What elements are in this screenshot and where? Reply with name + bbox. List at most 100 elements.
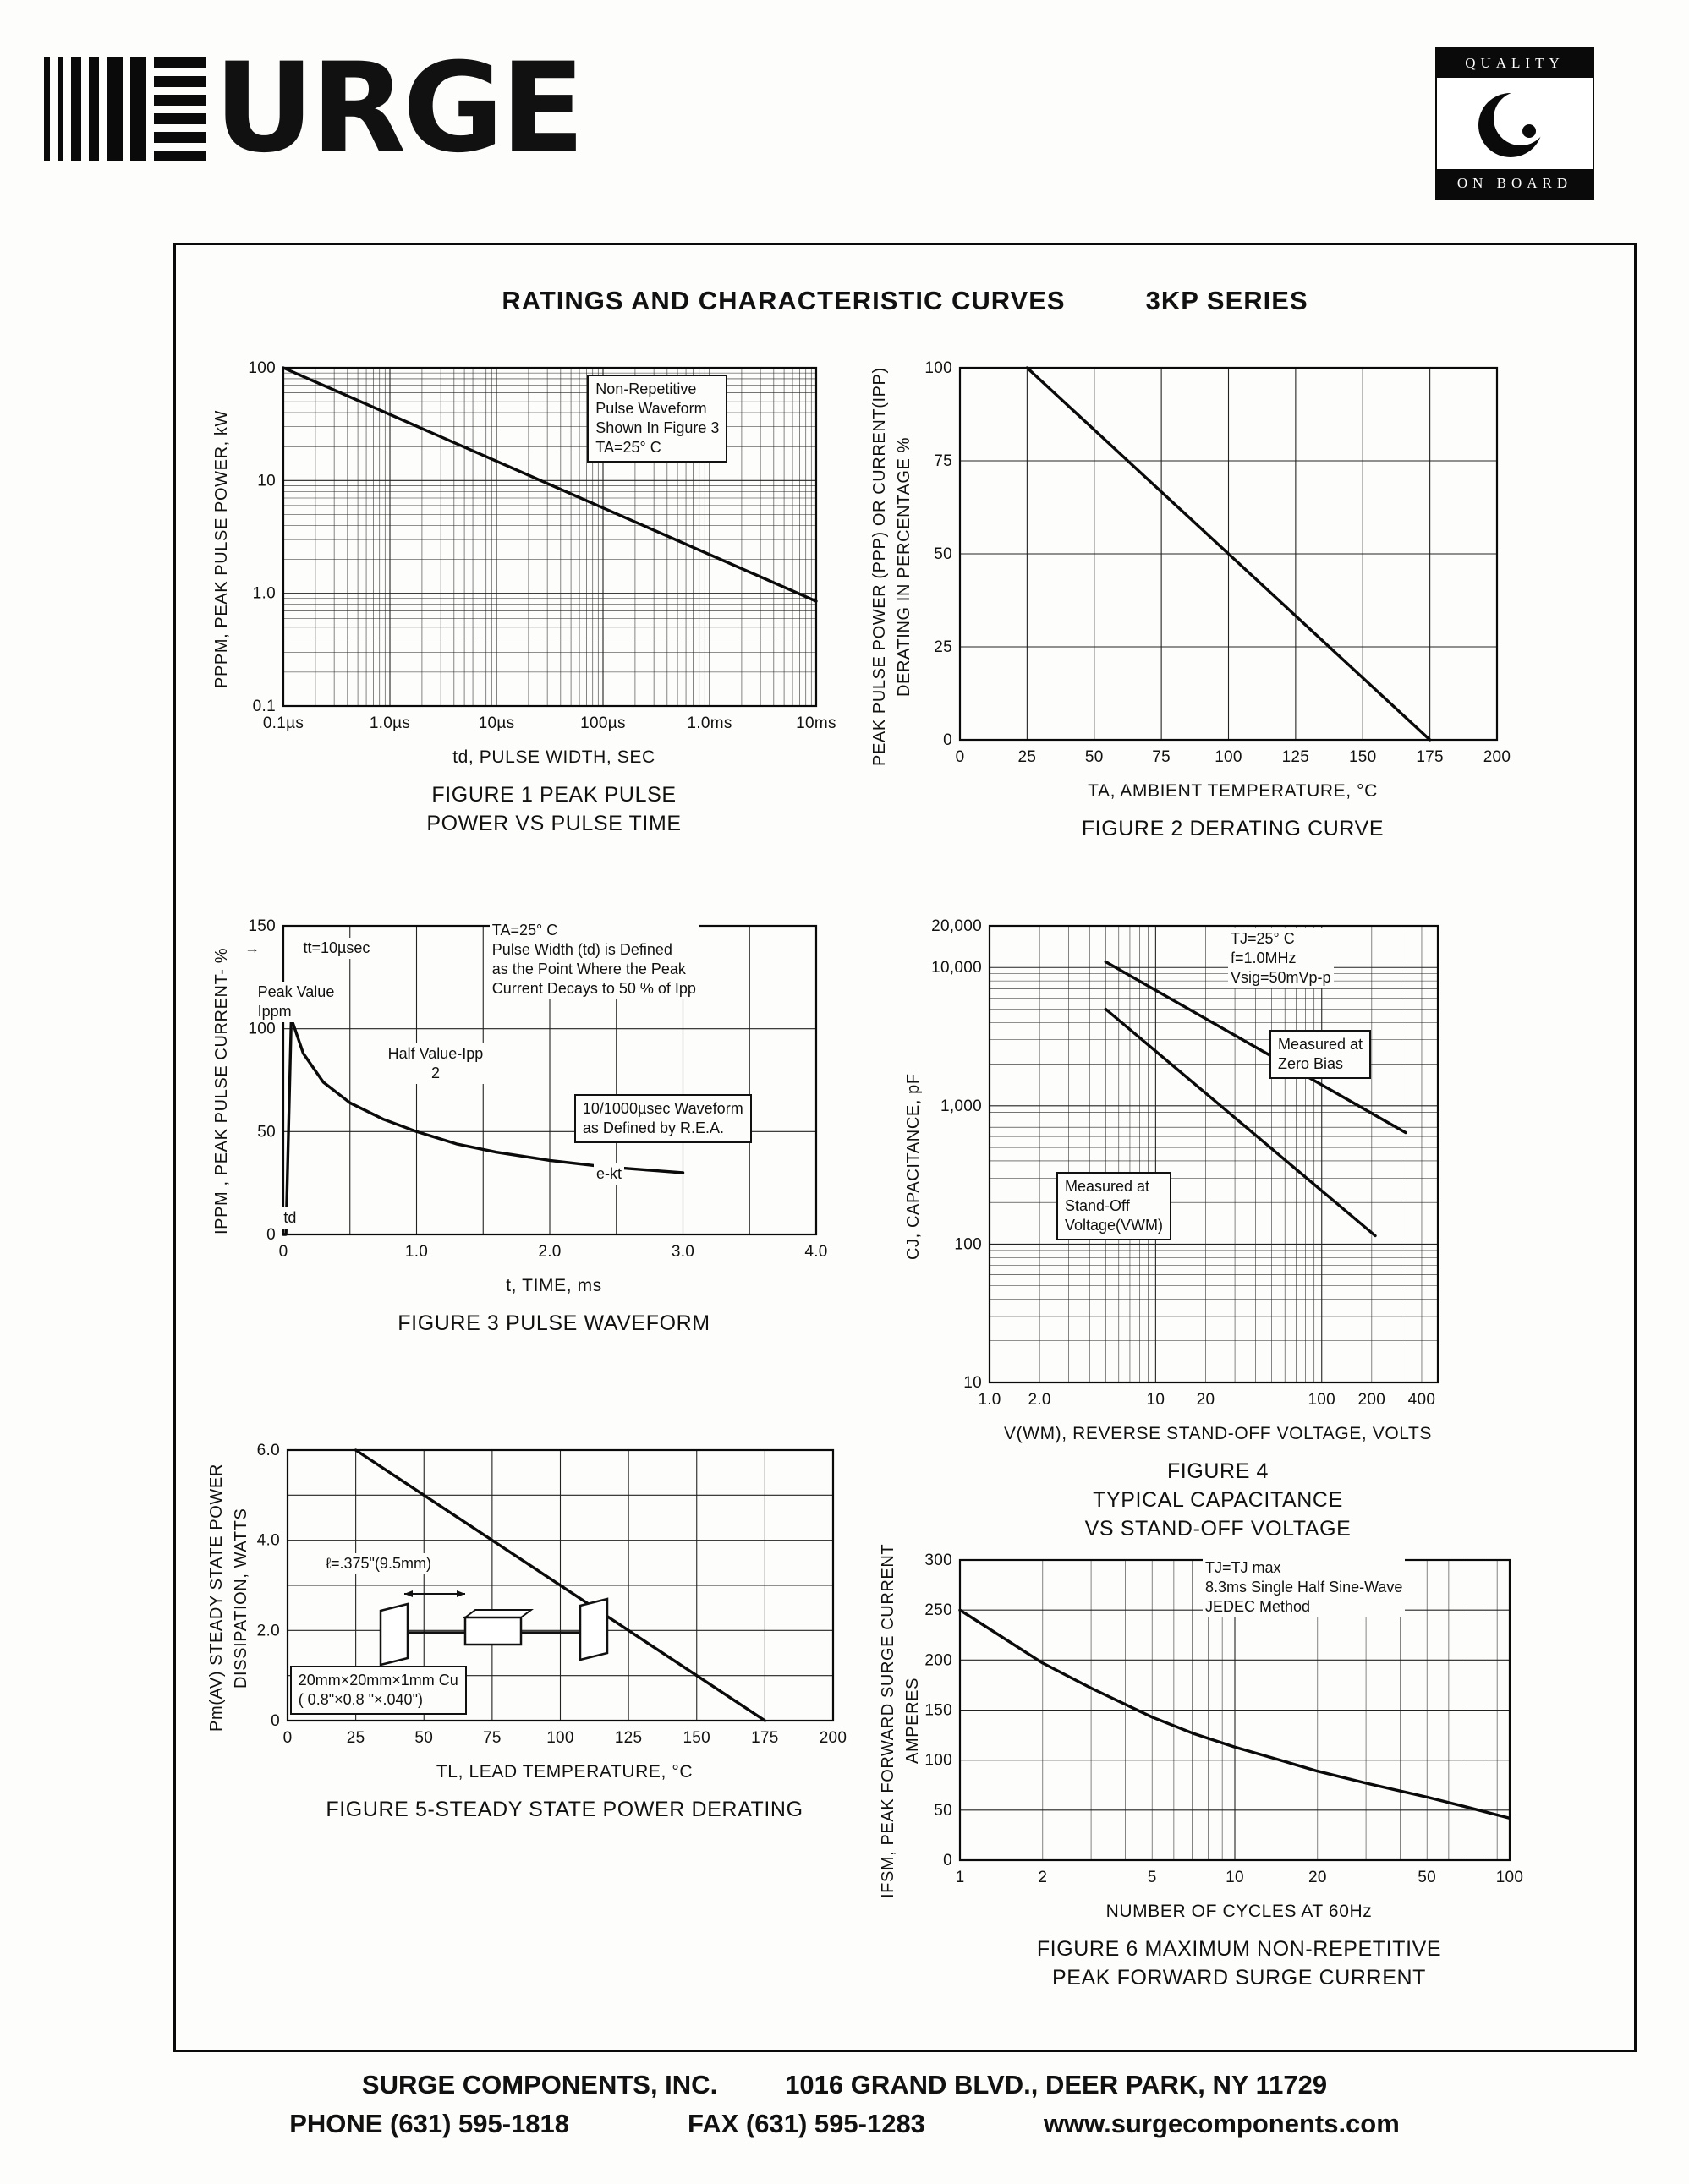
svg-text:150: 150 [924, 1702, 952, 1720]
fig3-x-axis-label: t, TIME, ms [506, 1276, 602, 1295]
svg-text:2: 2 [1038, 1869, 1047, 1886]
footer-website: www.surgecomponents.com [1043, 2109, 1400, 2138]
figure-2-panel: PEAK PULSE POWER (PPP) OR CURRENT(IPP) D… [863, 355, 1539, 844]
svg-text:2.0: 2.0 [538, 1243, 561, 1261]
svg-text:25: 25 [934, 638, 952, 656]
svg-text:4.0: 4.0 [257, 1532, 280, 1550]
svg-text:100µs: 100µs [580, 714, 626, 732]
svg-text:25: 25 [347, 1729, 365, 1747]
fig4-caption: FIGURE 4 TYPICAL CAPACITANCE VS STAND-OF… [1084, 1459, 1352, 1541]
svg-text:1.0: 1.0 [405, 1243, 428, 1261]
svg-text:100: 100 [924, 1752, 952, 1770]
svg-text:100: 100 [248, 359, 276, 377]
footer-company: SURGE COMPONENTS, INC. [361, 2070, 718, 2099]
chart-annotation: td [281, 1207, 299, 1229]
fig3-caption: FIGURE 3 PULSE WAVEFORM [398, 1311, 710, 1335]
svg-text:400: 400 [1408, 1391, 1436, 1409]
page-title: RATINGS AND CHARACTERISTIC CURVES [502, 286, 1066, 315]
chart-annotation: TJ=25° C f=1.0MHz Vsig=50mVp-p [1228, 928, 1334, 989]
svg-text:200: 200 [1358, 1391, 1386, 1409]
svg-text:0: 0 [266, 1226, 276, 1244]
logo-bar [71, 57, 81, 161]
fig1-x-axis-label: td, PULSE WIDTH, SEC [452, 747, 655, 767]
svg-text:125: 125 [615, 1729, 643, 1747]
svg-text:50: 50 [934, 1802, 952, 1820]
chart-annotation: TJ=TJ max 8.3ms Single Half Sine-Wave JE… [1203, 1557, 1406, 1617]
chart-annotation: tt=10µsec [300, 938, 373, 960]
fig3-plot: 0 1.0 2.0 3.0 4.0 0 50 100 150 → tt=10µsec TA=25° … [203, 909, 854, 1273]
svg-text:10: 10 [1226, 1869, 1244, 1886]
quality-crescent-icon [1437, 78, 1593, 169]
fig2-plot: 0 25 50 75 100 125 150 175 200 0 25 50 75 100 [863, 355, 1531, 778]
svg-text:125: 125 [1282, 748, 1310, 766]
svg-text:150: 150 [1349, 748, 1377, 766]
svg-text:0: 0 [271, 1712, 280, 1730]
figure-5-panel: Pm(AV) STEADY STATE POWER DISSIPATION, W… [203, 1437, 880, 1825]
fig1-plot: 0.1µs 1.0µs 10µs 100µs 1.0ms 10ms 100 10 1.0 0.1 … [203, 355, 854, 744]
on-board-label: ON BOARD [1437, 169, 1593, 198]
fig6-caption: FIGURE 6 MAXIMUM NON-REPETITIVE PEAK FOR… [1036, 1937, 1442, 1990]
svg-text:10: 10 [1147, 1391, 1165, 1409]
svg-text:20: 20 [1308, 1869, 1327, 1886]
fig5-plot: 0 25 50 75 100 125 150 175 200 0 2.0 4.0 6.0 ℓ=.375"… [203, 1437, 871, 1759]
series-name: 3KP SERIES [1145, 286, 1308, 315]
quality-on-board-logo: QUALITY ON BOARD [1435, 47, 1594, 200]
surge-logo-word: URGE [214, 36, 585, 180]
svg-text:200: 200 [820, 1729, 847, 1747]
svg-text:300: 300 [924, 1552, 952, 1569]
svg-text:0: 0 [943, 731, 952, 749]
fig2-caption: FIGURE 2 DERATING CURVE [1081, 817, 1385, 840]
fig4-x-axis-label: V(WM), REVERSE STAND-OFF VOLTAGE, VOLTS [1003, 1424, 1433, 1443]
svg-text:175: 175 [751, 1729, 779, 1747]
fig1-chart: 0.1µs 1.0µs 10µs 100µs 1.0ms 10ms 100 10 1.0 0.1 [248, 359, 836, 732]
svg-text:5: 5 [1148, 1869, 1157, 1886]
svg-text:250: 250 [924, 1601, 952, 1619]
svg-text:1.0ms: 1.0ms [687, 714, 732, 732]
svg-text:150: 150 [248, 917, 276, 935]
svg-text:1,000: 1,000 [940, 1097, 982, 1115]
figure-6-panel: IFSM, PEAK FORWARD SURGE CURRENT AMPERES… [871, 1543, 1556, 1993]
stylized-s-icon [154, 57, 206, 161]
figure-4-panel: CJ, CAPACITANCE, pF 1.0 2.0 10 20 100 200 400 2… [897, 913, 1497, 1543]
svg-text:3.0: 3.0 [672, 1243, 694, 1261]
svg-text:2.0: 2.0 [257, 1622, 280, 1639]
chart-annotation: TA=25° C Pulse Width (td) is Defined as … [489, 919, 699, 1000]
footer-address: 1016 GRAND BLVD., DEER PARK, NY 11729 [785, 2070, 1328, 2099]
fig4-plot: 1.0 2.0 10 20 100 200 400 20,000 10,000 1,000 100 1… [897, 913, 1489, 1420]
quality-label: QUALITY [1437, 49, 1593, 78]
svg-text:1.0µs: 1.0µs [370, 714, 410, 732]
svg-text:100: 100 [954, 1235, 982, 1253]
svg-text:50: 50 [414, 1729, 433, 1747]
svg-text:200: 200 [924, 1651, 952, 1669]
chart-annotation: 20mm×20mm×1mm Cu ( 0.8"×0.8 "×.040") [289, 1665, 467, 1715]
surge-logo: URGE [44, 47, 585, 170]
chart-annotation: 10/1000µsec Waveform as Defined by R.E.A… [573, 1094, 752, 1144]
svg-text:10: 10 [257, 472, 276, 490]
svg-text:0: 0 [279, 1243, 288, 1261]
fig2-chart: 0 25 50 75 100 125 150 175 200 0 25 50 75 100 [924, 359, 1511, 766]
svg-text:0.1: 0.1 [253, 698, 276, 715]
svg-text:50: 50 [1085, 748, 1104, 766]
svg-text:6.0: 6.0 [257, 1442, 280, 1459]
figure-3-panel: IPPM , PEAK PULSE CURRENT- % 0 1.0 2.0 3.0 4… [203, 909, 863, 1338]
svg-text:100: 100 [1496, 1869, 1524, 1886]
svg-text:100: 100 [248, 1021, 276, 1038]
svg-text:0: 0 [283, 1729, 293, 1747]
fig1-caption: FIGURE 1 PEAK PULSE POWER VS PULSE TIME [426, 783, 682, 835]
logo-bar [89, 57, 99, 161]
svg-text:50: 50 [934, 545, 952, 563]
logo-bar [58, 57, 63, 161]
footer-fax: FAX (631) 595-1283 [688, 2109, 925, 2138]
logo-bar [130, 57, 146, 161]
svg-text:175: 175 [1416, 748, 1444, 766]
svg-text:10µs: 10µs [479, 714, 515, 732]
svg-text:0: 0 [943, 1852, 952, 1869]
svg-text:1.0: 1.0 [253, 585, 276, 603]
fig6-plot: 1 2 5 10 20 50 100 0 50 100 150 200 250 300 TJ=TJ max… [871, 1543, 1548, 1898]
fig4-chart: 1.0 2.0 10 20 100 200 400 20,000 10,000 1,000 100 1… [931, 917, 1439, 1409]
logo-bar [44, 57, 50, 161]
svg-text:20: 20 [1197, 1391, 1215, 1409]
svg-text:75: 75 [1152, 748, 1171, 766]
svg-text:0: 0 [956, 748, 965, 766]
